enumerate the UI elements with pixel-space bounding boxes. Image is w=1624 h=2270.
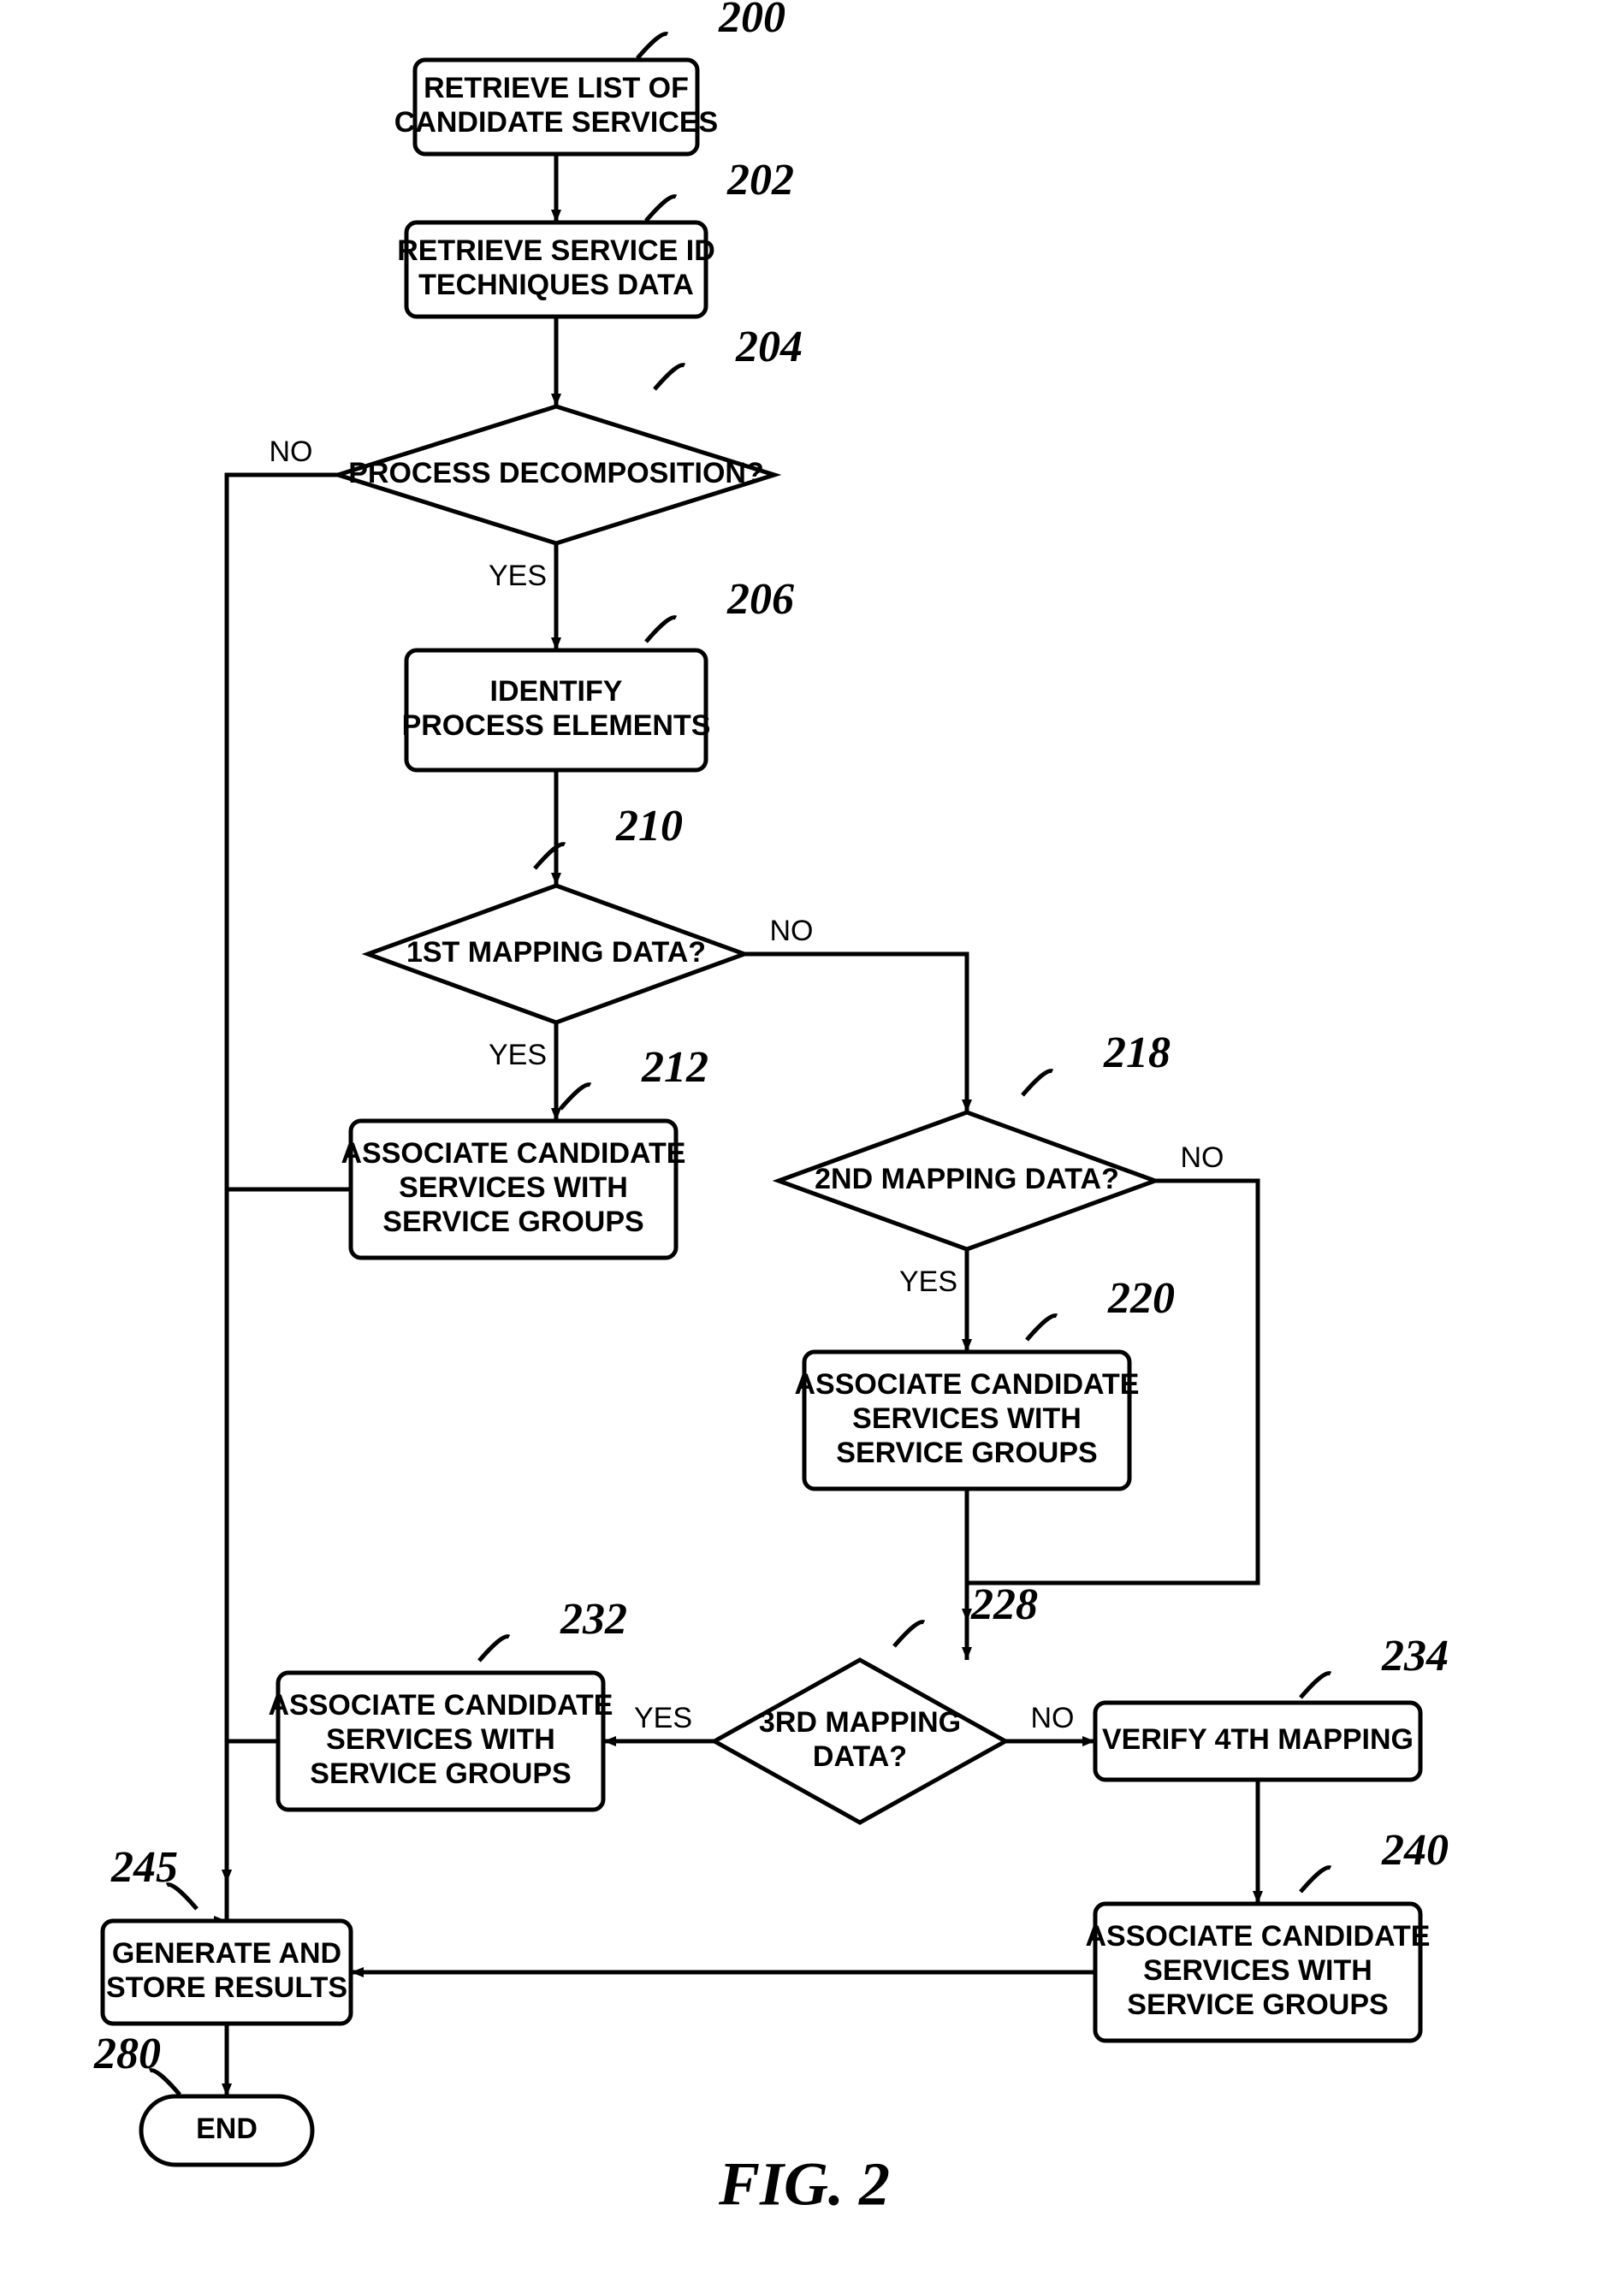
edge-label: NO — [1031, 1702, 1075, 1734]
node-label: SERVICE GROUPS — [1127, 1988, 1388, 2021]
node-label: ASSOCIATE CANDIDATE — [269, 1689, 613, 1722]
edge-label: YES — [634, 1702, 692, 1734]
edge-label: YES — [899, 1265, 957, 1298]
node-n228: 3RD MAPPINGDATA? 228 — [714, 1580, 1038, 1823]
ref-tick — [646, 618, 676, 642]
flow-edge — [744, 954, 967, 1112]
node-label: VERIFY 4TH MAPPING — [1102, 1723, 1414, 1756]
node-n218: 2ND MAPPING DATA? 218 — [779, 1028, 1171, 1249]
node-label: STORE RESULTS — [106, 1971, 347, 2004]
node-label: 2ND MAPPING DATA? — [815, 1163, 1119, 1195]
node-label: TECHNIQUES DATA — [418, 269, 694, 301]
node-n220: ASSOCIATE CANDIDATESERVICES WITHSERVICE … — [795, 1274, 1175, 1489]
node-n232: ASSOCIATE CANDIDATESERVICES WITHSERVICE … — [269, 1595, 627, 1810]
node-n200: RETRIEVE LIST OFCANDIDATE SERVICES 200 — [394, 0, 785, 154]
node-label: IDENTIFY — [490, 675, 623, 708]
node-label: RETRIEVE SERVICE ID — [397, 234, 715, 267]
ref-tick — [535, 845, 565, 868]
ref-tick — [1022, 1071, 1052, 1095]
node-label: SERVICE GROUPS — [836, 1437, 1097, 1469]
node-label: SERVICES WITH — [326, 1723, 555, 1756]
ref-tick — [560, 1085, 590, 1109]
node-label: RETRIEVE LIST OF — [424, 72, 689, 104]
ref-label: 220 — [1107, 1274, 1175, 1323]
node-label: SERVICES WITH — [1143, 1954, 1372, 1987]
node-n202: RETRIEVE SERVICE IDTECHNIQUES DATA 202 — [397, 156, 794, 317]
node-label: SERVICES WITH — [852, 1402, 1082, 1435]
node-label: ASSOCIATE CANDIDATE — [795, 1368, 1140, 1401]
ref-label: 202 — [726, 156, 794, 204]
ref-label: 204 — [735, 323, 803, 371]
ref-label: 240 — [1381, 1826, 1449, 1875]
node-n204: PROCESS DECOMPOSITION? 204 — [338, 323, 803, 543]
node-label: PROCESS DECOMPOSITION? — [348, 457, 764, 489]
node-label: DATA? — [813, 1740, 907, 1773]
node-n212: ASSOCIATE CANDIDATESERVICES WITHSERVICE … — [341, 1043, 708, 1258]
ref-label: 232 — [560, 1595, 627, 1644]
ref-tick — [637, 34, 667, 58]
node-label: 3RD MAPPING — [759, 1706, 961, 1739]
ref-tick — [1301, 1674, 1331, 1698]
ref-tick — [479, 1637, 509, 1661]
ref-tick — [646, 197, 676, 221]
figure-label: FIG. 2 — [718, 2150, 890, 2219]
node-n280: END280 — [93, 2030, 312, 2165]
ref-label: 234 — [1381, 1632, 1449, 1680]
ref-label: 210 — [615, 802, 683, 851]
ref-tick — [1301, 1868, 1331, 1892]
node-label: ASSOCIATE CANDIDATE — [341, 1137, 686, 1170]
ref-tick — [1027, 1316, 1057, 1340]
ref-label: 218 — [1103, 1028, 1171, 1077]
ref-label: 200 — [718, 0, 785, 42]
edge-label: NO — [770, 915, 814, 947]
ref-label: 212 — [641, 1043, 708, 1092]
node-n234: VERIFY 4TH MAPPING 234 — [1095, 1632, 1449, 1780]
node-label: PROCESS ELEMENTS — [402, 709, 711, 742]
edge-label: NO — [1181, 1141, 1224, 1174]
node-n206: IDENTIFYPROCESS ELEMENTS 206 — [402, 575, 794, 770]
ref-tick — [655, 365, 685, 389]
edge-label: NO — [270, 436, 313, 468]
flow-edge — [227, 1741, 278, 1882]
node-label: END — [196, 2113, 258, 2145]
ref-label: 228 — [970, 1580, 1038, 1629]
node-n240: ASSOCIATE CANDIDATESERVICES WITHSERVICE … — [1086, 1826, 1449, 2041]
edge-label: YES — [489, 560, 547, 592]
node-label: SERVICE GROUPS — [310, 1757, 571, 1790]
node-label: SERVICE GROUPS — [382, 1206, 643, 1238]
node-label: 1ST MAPPING DATA? — [406, 936, 706, 969]
ref-tick — [894, 1622, 924, 1646]
node-label: SERVICES WITH — [399, 1171, 628, 1204]
ref-label: 206 — [726, 575, 794, 624]
node-label: CANDIDATE SERVICES — [394, 106, 718, 139]
edge-label: YES — [489, 1039, 547, 1071]
node-label: ASSOCIATE CANDIDATE — [1086, 1920, 1431, 1953]
node-label: GENERATE AND — [112, 1937, 341, 1970]
